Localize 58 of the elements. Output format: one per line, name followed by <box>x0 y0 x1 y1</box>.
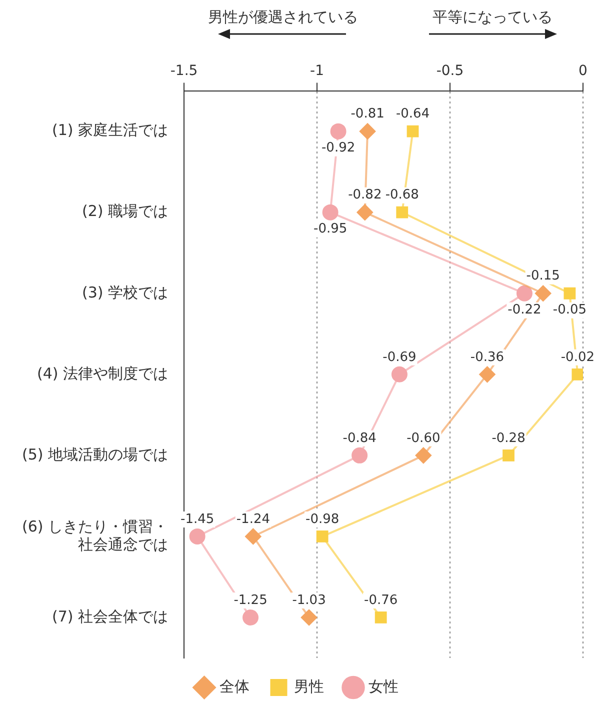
x-tick-label: 0 <box>578 63 588 80</box>
x-tick-label: -1.5 <box>170 63 198 80</box>
point <box>189 528 206 544</box>
point <box>245 528 262 544</box>
data-label: -1.03 <box>292 592 326 608</box>
data-label: -0.28 <box>492 430 526 446</box>
data-label: -0.76 <box>364 592 398 608</box>
data-label: -0.69 <box>382 350 416 365</box>
point <box>242 609 259 626</box>
point <box>415 447 432 464</box>
point <box>301 609 318 626</box>
text: 平等になっている <box>432 8 552 27</box>
data-label: -0.92 <box>321 140 356 156</box>
point <box>564 287 576 300</box>
point <box>356 204 373 220</box>
point <box>406 125 419 138</box>
y-tick-label: (1) 家庭生活では <box>52 121 168 140</box>
data-label: -0.68 <box>385 188 419 203</box>
point <box>502 449 514 462</box>
y-tick-label: (4) 法律や制度では <box>37 364 168 382</box>
data-label: -0.05 <box>552 302 587 318</box>
y-tick-label: (7) 社会全体では <box>52 607 168 626</box>
data-label: -0.15 <box>526 268 560 284</box>
point <box>391 366 408 382</box>
y-tick-label: (6) しきたり・慣習・社会通念では <box>22 517 168 554</box>
point <box>330 123 346 140</box>
data-label: -1.45 <box>180 512 214 527</box>
point <box>572 368 583 380</box>
legend-label: 男性 <box>294 677 324 696</box>
data-label: -0.64 <box>396 106 430 122</box>
point <box>535 285 552 302</box>
data-label: -0.81 <box>350 106 384 122</box>
data-label: -0.22 <box>508 302 542 318</box>
data-label: -0.95 <box>313 222 348 237</box>
data-label: -0.84 <box>342 430 376 446</box>
point <box>396 206 408 218</box>
point <box>360 123 376 140</box>
point <box>374 612 387 624</box>
data-label: -0.82 <box>348 188 382 203</box>
data-label: -1.25 <box>234 592 268 608</box>
text: 男性が優遇されている <box>208 8 358 27</box>
y-tick-label: (3) 学校では <box>82 283 168 302</box>
x-tick-label: -1 <box>310 63 324 80</box>
point <box>316 530 328 542</box>
y-tick-label: (5) 地域活動の場では <box>22 445 168 464</box>
point <box>322 204 338 220</box>
data-label: -0.02 <box>560 350 594 365</box>
point <box>352 447 368 464</box>
data-label: -1.24 <box>236 512 270 527</box>
x-tick-label: -0.5 <box>436 63 464 80</box>
legend-label: 女性 <box>368 677 398 696</box>
data-label: -0.36 <box>470 350 504 365</box>
point <box>516 285 532 302</box>
point <box>479 366 496 382</box>
data-label: -0.98 <box>306 512 340 527</box>
data-label: -0.60 <box>406 430 440 446</box>
legend-label: 全体 <box>219 677 250 696</box>
y-tick-label: (2) 職場では <box>82 202 168 220</box>
